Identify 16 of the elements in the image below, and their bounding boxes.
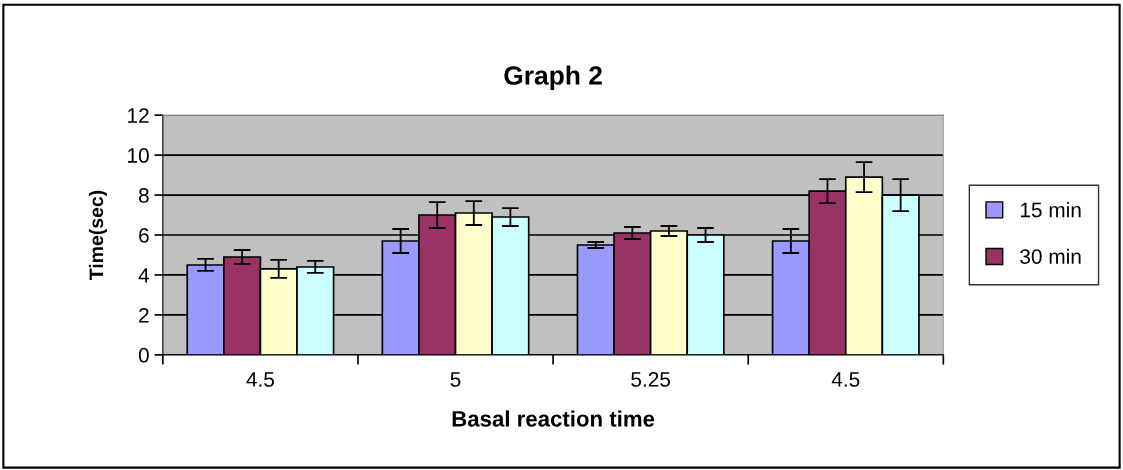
x-tick-label: 5.25 <box>631 372 671 387</box>
y-tick-label: 12 <box>128 108 149 123</box>
chart-title: Graph 2 <box>504 65 602 91</box>
x-axis-title: Basal reaction time <box>452 410 655 427</box>
y-tick-label: 10 <box>128 148 149 163</box>
x-tick-label: 5 <box>450 372 461 387</box>
y-tick-label: 2 <box>139 307 149 323</box>
x-tick-label: 4.5 <box>831 372 860 387</box>
y-axis-title: Time(sec) <box>88 190 108 280</box>
y-tick-label: 8 <box>138 188 149 203</box>
x-tick-label: 4.5 <box>246 372 274 387</box>
y-tick-label: 4 <box>138 268 150 283</box>
legend-label: 15 min <box>1020 202 1081 218</box>
y-tick-label: 0 <box>138 347 149 363</box>
y-tick-label: 6 <box>139 228 149 243</box>
legend-label: 30 min <box>1020 248 1081 264</box>
